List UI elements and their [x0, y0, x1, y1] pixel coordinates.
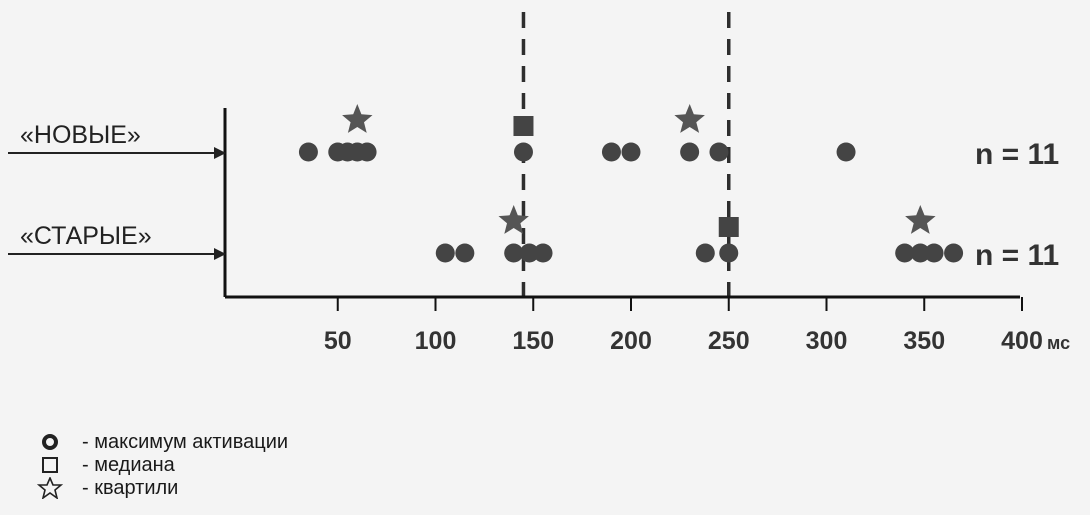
x-tick-label-5: 300 — [806, 327, 848, 355]
peak-point-1-4 — [533, 243, 553, 263]
star-icon — [30, 476, 70, 499]
circle-icon — [30, 431, 70, 453]
legend-item-median: - медиана — [30, 453, 288, 476]
median-marker-0 — [513, 116, 534, 136]
peak-point-1-0 — [435, 243, 455, 263]
legend: - максимум активации - медиана - квартил… — [30, 430, 288, 499]
series-label-1: «СТАРЫЕ» — [20, 222, 152, 250]
peak-point-0-6 — [601, 142, 621, 162]
peak-point-0-9 — [709, 142, 729, 162]
chart: 50 100 150 200 250 300 350 400 мс «НОВЫЕ» n = 11 «С… — [8, 12, 1070, 355]
peak-point-1-7 — [895, 243, 915, 263]
x-tick-label-7: 400 — [1001, 327, 1043, 355]
quartile-star-1-0 — [498, 205, 529, 234]
legend-label-quartiles: - квартили — [82, 476, 179, 499]
legend-item-quartiles: - квартили — [30, 476, 288, 499]
x-axis-unit: мс — [1047, 333, 1070, 353]
series-n-label-0: n = 11 — [975, 138, 1059, 171]
peak-point-0-5 — [513, 142, 533, 162]
peak-point-1-8 — [910, 243, 930, 263]
peak-point-0-8 — [680, 142, 700, 162]
peak-point-1-2 — [504, 243, 524, 263]
peak-point-0-10 — [836, 142, 856, 162]
x-tick-label-3: 200 — [610, 327, 652, 355]
peak-point-1-1 — [455, 243, 475, 263]
quartile-star-1-1 — [905, 205, 936, 234]
series-n-label-1: n = 11 — [975, 239, 1059, 272]
quartile-star-0-1 — [674, 104, 705, 133]
x-tick-label-0: 50 — [324, 327, 352, 355]
legend-label-median: - медиана — [82, 453, 175, 476]
series-arrowhead-1 — [214, 248, 226, 260]
x-tick-label-4: 250 — [708, 327, 750, 355]
peak-point-1-5 — [695, 243, 715, 263]
x-tick-label-2: 150 — [512, 327, 554, 355]
x-tick-label-1: 100 — [415, 327, 457, 355]
x-tick-label-6: 350 — [903, 327, 945, 355]
square-icon — [30, 454, 70, 476]
peak-point-0-4 — [357, 142, 377, 162]
peak-point-0-0 — [298, 142, 318, 162]
peak-point-0-7 — [621, 142, 641, 162]
legend-item-peak: - максимум активации — [30, 430, 288, 453]
series-arrowhead-0 — [214, 147, 226, 159]
activation-scatter-chart: 50 100 150 200 250 300 350 400 мс «НОВЫЕ» n = 11 «С… — [8, 12, 1070, 355]
peak-point-1-10 — [944, 243, 964, 263]
quartile-star-0-0 — [342, 104, 373, 133]
series-label-0: «НОВЫЕ» — [20, 121, 141, 149]
median-marker-1 — [718, 217, 739, 237]
peak-point-1-3 — [519, 243, 539, 263]
legend-label-peak: - максимум активации — [82, 430, 289, 453]
peak-point-1-9 — [924, 243, 944, 263]
peak-point-1-6 — [719, 243, 739, 263]
